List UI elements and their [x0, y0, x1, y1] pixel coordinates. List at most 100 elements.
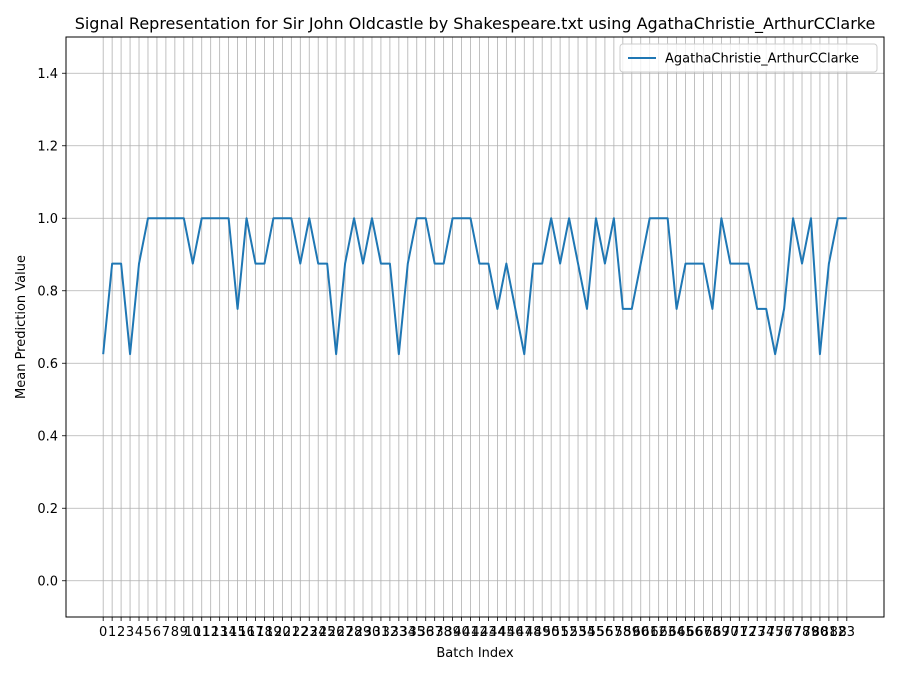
x-tick-label: 8	[171, 625, 179, 640]
x-tick-label: 61	[641, 625, 658, 640]
x-tick-label: 38	[435, 625, 452, 640]
x-tick-label: 6	[153, 625, 161, 640]
x-tick-label: 43	[480, 625, 497, 640]
x-tick-label: 75	[767, 625, 784, 640]
x-tick-label: 4	[135, 625, 143, 640]
x-axis: 0 1 2 3 4 5 6 7 8 9101112131415161718192021222324…	[99, 617, 855, 640]
x-tick-label: 36	[417, 625, 434, 640]
x-tick-label: 5	[144, 625, 152, 640]
x-tick-label: 65	[677, 625, 694, 640]
x-tick-label: 1	[108, 625, 116, 640]
x-tick-label: 13	[211, 625, 228, 640]
x-tick-label: 21	[283, 625, 300, 640]
x-tick-label: 59	[624, 625, 641, 640]
legend-label: AgathaChristie_ArthurCClarke	[665, 52, 859, 67]
x-tick-label: 60	[632, 625, 649, 640]
y-tick-label: 0.2	[37, 502, 58, 517]
x-tick-label: 18	[256, 625, 273, 640]
x-tick-label: 10	[185, 625, 202, 640]
legend-box	[619, 43, 878, 73]
series-line	[102, 217, 847, 356]
y-axis-label: Mean Prediction Value	[14, 255, 29, 399]
x-tick-label: 40	[453, 625, 470, 640]
x-tick-label: 53	[570, 625, 587, 640]
x-tick-label: 16	[238, 625, 255, 640]
y-tick-label: 0.0	[37, 574, 58, 589]
x-tick-label: 58	[615, 625, 632, 640]
x-tick-label: 35	[408, 625, 425, 640]
y-axis: 0.0 0.2 0.4 0.6 0.8 1.0 1.2 1.4	[37, 67, 66, 589]
axes-frame	[65, 36, 885, 618]
x-tick-label: 24	[310, 625, 327, 640]
x-tick-label: 51	[552, 625, 569, 640]
x-tick-label: 63	[659, 625, 676, 640]
x-tick-label: 29	[355, 625, 372, 640]
x-tick-label: 12	[202, 625, 219, 640]
x-tick-label: 26	[328, 625, 345, 640]
x-tick-label: 23	[301, 625, 318, 640]
x-tick-label: 81	[821, 625, 838, 640]
x-tick-label: 47	[516, 625, 533, 640]
x-tick-label: 45	[498, 625, 515, 640]
y-tick-label: 0.8	[37, 284, 58, 299]
x-tick-label: 67	[695, 625, 712, 640]
x-tick-label: 44	[489, 625, 506, 640]
x-tick-label: 37	[426, 625, 443, 640]
x-tick-label: 82	[830, 625, 847, 640]
x-axis-label: Batch Index	[436, 646, 514, 661]
x-tick-label: 83	[839, 625, 856, 640]
x-tick-label: 11	[193, 625, 210, 640]
x-tick-label: 2	[117, 625, 125, 640]
x-tick-label: 50	[543, 625, 560, 640]
y-tick-label: 1.0	[37, 212, 58, 227]
x-tick-label: 15	[229, 625, 246, 640]
x-tick-label: 49	[534, 625, 551, 640]
x-tick-label: 71	[731, 625, 748, 640]
x-tick-label: 32	[382, 625, 399, 640]
x-tick-label: 25	[319, 625, 336, 640]
x-tick-label: 78	[794, 625, 811, 640]
x-tick-label: 0	[99, 625, 107, 640]
y-tick-label: 1.4	[37, 67, 58, 82]
x-tick-label: 72	[740, 625, 757, 640]
x-tick-label: 56	[597, 625, 614, 640]
x-tick-label: 9	[180, 625, 188, 640]
y-tick-label: 1.2	[37, 139, 58, 154]
x-tick-label: 17	[247, 625, 264, 640]
x-tick-label: 80	[812, 625, 829, 640]
legend: AgathaChristie_ArthurCClarke	[619, 43, 878, 73]
x-tick-label: 7	[162, 625, 170, 640]
x-tick-label: 31	[373, 625, 390, 640]
chart-title: Signal Representation for Sir John Oldca…	[75, 14, 876, 34]
x-tick-label: 48	[525, 625, 542, 640]
grid	[66, 37, 884, 617]
x-tick-label: 64	[668, 625, 685, 640]
x-tick-label: 73	[749, 625, 766, 640]
x-tick-label: 74	[758, 625, 775, 640]
y-tick-label: 0.6	[37, 357, 58, 372]
x-tick-label: 66	[686, 625, 703, 640]
x-tick-label: 79	[803, 625, 820, 640]
x-tick-label: 62	[650, 625, 667, 640]
x-tick-label: 57	[606, 625, 623, 640]
x-tick-label: 28	[346, 625, 363, 640]
x-tick-label: 52	[561, 625, 578, 640]
x-tick-label: 76	[776, 625, 793, 640]
x-tick-label: 27	[337, 625, 354, 640]
x-tick-label: 30	[364, 625, 381, 640]
x-tick-label: 55	[588, 625, 605, 640]
y-tick-label: 0.4	[37, 429, 58, 444]
x-tick-label: 68	[704, 625, 721, 640]
x-tick-label: 22	[292, 625, 309, 640]
x-tick-label: 19	[265, 625, 282, 640]
x-tick-label: 41	[462, 625, 479, 640]
x-tick-label: 46	[507, 625, 524, 640]
x-tick-label: 77	[785, 625, 802, 640]
x-tick-label: 33	[391, 625, 408, 640]
x-tick-label: 54	[579, 625, 596, 640]
x-tick-label: 42	[471, 625, 488, 640]
x-tick-label: 39	[444, 625, 461, 640]
x-tick-label: 69	[713, 625, 730, 640]
